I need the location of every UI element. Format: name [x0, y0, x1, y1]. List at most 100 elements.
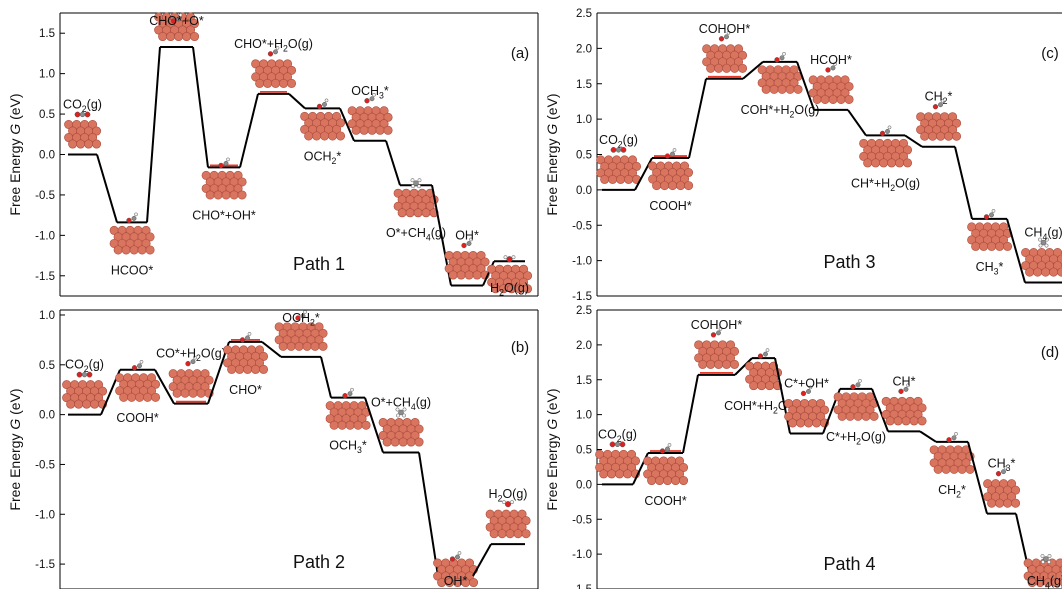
catalyst-slab — [916, 112, 962, 141]
ch4-molecule — [1038, 237, 1049, 248]
state-label: CO2​(g) — [63, 98, 102, 115]
y-tick-label: -0.5 — [572, 220, 592, 232]
co2-molecule — [76, 371, 93, 378]
state-label: O*+CH4​(g) — [386, 226, 446, 243]
y-tick-label: 0.5 — [576, 445, 592, 457]
state-label: C*+OH* — [784, 376, 829, 390]
state-label: OCH3​* — [329, 439, 367, 456]
catalyst-slab — [859, 138, 913, 168]
y-tick-label: -1.0 — [35, 509, 55, 521]
y-tick-label: -0.5 — [572, 514, 592, 526]
chart-panel-2: 1.0 0.5 0.0 -0.5 -1.0 -1.5 Free Energy G (eV) C… — [7, 309, 539, 589]
state-label: HCOH* — [810, 53, 852, 67]
y-tick-label: 1.5 — [576, 79, 592, 91]
catalyst-slab — [444, 250, 490, 280]
energy-connector — [261, 341, 282, 358]
energy-connector — [146, 46, 161, 223]
catalyst-slab — [115, 373, 161, 402]
path-title: Path 3 — [823, 252, 875, 272]
catalyst-slab — [378, 417, 424, 447]
y-tick-label: 0.5 — [576, 150, 592, 162]
panel-letter: (b) — [511, 339, 529, 356]
chart-panel-1: 1.5 1.0 0.5 0.0 -0.5 -1.0 -1.5 Free Energy G (e… — [7, 12, 539, 298]
catalyst-slab — [1023, 558, 1062, 588]
ads-molecule — [364, 92, 376, 104]
catalyst-slab — [393, 188, 439, 218]
state-label: OCH3​* — [351, 84, 389, 101]
ads-molecule — [218, 157, 230, 169]
state-label: CO*+H2​O(g) — [156, 347, 226, 364]
energy-connector — [904, 134, 923, 148]
catalyst-slab — [300, 111, 346, 141]
y-tick-label: -0.5 — [35, 190, 55, 202]
ads-molecule — [825, 62, 837, 73]
catalyst-slab — [223, 345, 269, 374]
ch4-molecule — [395, 407, 407, 418]
catalyst-slab — [274, 322, 328, 351]
ads-molecule — [757, 348, 770, 359]
ads-molecule — [718, 30, 731, 42]
ads-molecule — [995, 465, 1008, 477]
catalyst-slab — [347, 106, 393, 135]
state-label: COHOH* — [699, 22, 751, 36]
state-label: HCOO* — [111, 263, 154, 277]
y-tick-label: 0.0 — [576, 479, 592, 491]
catalyst-slab — [168, 369, 214, 398]
energy-connector — [682, 374, 699, 454]
ads-molecule — [932, 98, 945, 110]
y-tick-label: -1.5 — [572, 584, 592, 589]
energy-connector — [364, 397, 384, 453]
ads-molecule — [774, 51, 786, 63]
y-tick-label: -0.5 — [35, 459, 55, 471]
energy-connector — [774, 357, 791, 434]
ads-molecule — [983, 209, 996, 220]
ads-molecule — [316, 98, 329, 110]
catalyst-slab — [967, 222, 1013, 251]
y-tick-label: 2.0 — [576, 43, 592, 55]
state-label: CH2​* — [938, 483, 966, 500]
y-tick-label: 2.5 — [576, 8, 592, 20]
catalyst-slab — [983, 479, 1021, 508]
y-axis-label: Free Energy G (eV) — [7, 93, 23, 215]
catalyst-slab — [702, 44, 748, 73]
state-label: CH* — [893, 374, 916, 388]
state-label: OH* — [455, 228, 479, 242]
energy-connector — [339, 108, 355, 142]
y-tick-label: -1.5 — [35, 559, 55, 571]
catalyst-slab — [487, 264, 533, 294]
state-label: H2​O(g) — [489, 487, 528, 504]
catalyst-slab — [833, 392, 879, 421]
panel-letter: (c) — [1041, 45, 1059, 62]
y-tick-label: -1.5 — [35, 271, 55, 283]
y-axis-label: Free Energy G (eV) — [544, 388, 560, 510]
chart-panel-3: 2.5 2.0 1.5 1.0 0.5 0.0 -0.5 -1.0 -1.5 Free Energ… — [544, 8, 1062, 303]
y-tick-label: 0.0 — [39, 410, 55, 422]
catalyst-slab — [643, 456, 689, 486]
state-label: CHO* — [229, 383, 262, 397]
energy-connector — [967, 441, 988, 514]
catalyst-slab — [595, 449, 641, 479]
y-tick-label: 1.0 — [39, 310, 55, 322]
catalyst-slab — [154, 12, 200, 42]
ads-molecule — [449, 551, 462, 562]
ch4-molecule — [410, 178, 422, 189]
co2-molecule — [610, 147, 627, 153]
energy-connector — [871, 388, 889, 432]
ads-molecule — [898, 383, 910, 395]
energy-connector — [472, 543, 492, 577]
path-title: Path 4 — [823, 554, 875, 574]
co2-molecule — [74, 111, 91, 118]
y-tick-label: 1.0 — [39, 69, 55, 81]
y-tick-label: 1.0 — [576, 410, 592, 422]
energy-connector — [734, 357, 753, 376]
catalyst-slab — [596, 155, 642, 184]
catalyst-slab — [694, 340, 740, 369]
state-label: COOH* — [649, 199, 692, 213]
y-tick-label: 0.0 — [39, 150, 55, 162]
catalyst-slab — [109, 225, 155, 255]
state-label: CHO*+O* — [149, 14, 204, 28]
chart-panel-4: 2.5 2.0 1.5 1.0 0.5 0.0 -0.5 -1.0 -1.5 Free Energ… — [544, 305, 1062, 589]
energy-connector — [192, 46, 209, 168]
catalyst-slab — [808, 75, 854, 104]
ads-molecule — [461, 237, 473, 249]
